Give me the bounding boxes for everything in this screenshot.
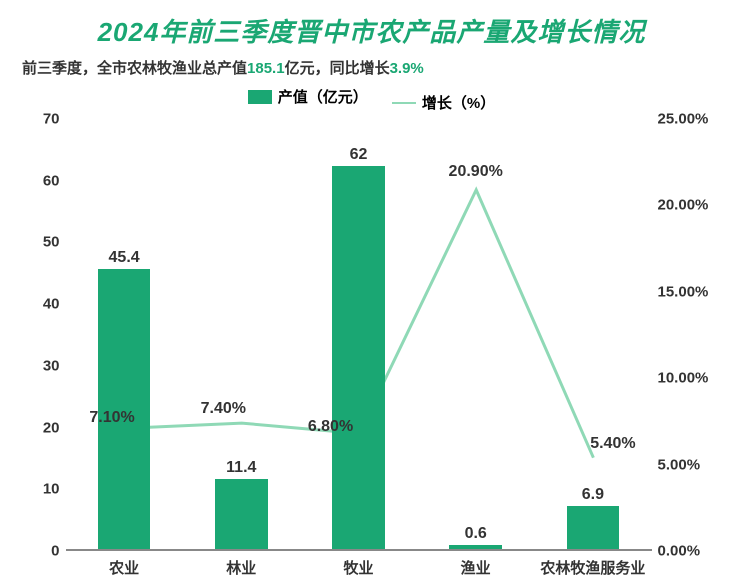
bar-value-label: 62 (350, 146, 368, 164)
y-axis-right: 0.00%5.00%10.00%15.00%20.00%25.00% (652, 119, 722, 579)
plot-area: 45.4 7.10% 11.4 7.40% 62 6.80% 0.6 20.90% 6.9 5.4… (66, 119, 652, 551)
x-category-label: 林业 (226, 557, 256, 578)
ytick-right: 20.00% (658, 197, 709, 214)
ytick-left: 70 (43, 111, 60, 128)
bar-value-label: 11.4 (226, 459, 256, 477)
legend-line-label: 增长（%） (422, 92, 495, 113)
growth-value-label: 7.40% (201, 400, 246, 418)
growth-value-label: 6.80% (308, 418, 353, 436)
growth-value-label: 20.90% (449, 163, 503, 181)
legend-bar-swatch (248, 90, 272, 104)
legend-item-bar: 产值（亿元） (248, 86, 368, 107)
chart-subtitle: 前三季度，全市农林牧渔业总产值185.1亿元，同比增长3.9% (18, 57, 725, 78)
subtitle-prefix: 前三季度，全市农林牧渔业总产值 (22, 60, 247, 77)
growth-value-label: 7.10% (89, 409, 134, 427)
ytick-left: 40 (43, 296, 60, 313)
x-category-label: 牧业 (343, 557, 373, 578)
legend-item-line: 增长（%） (392, 92, 495, 113)
ytick-right: 0.00% (658, 543, 701, 560)
chart-plot-wrap: 010203040506070 0.00%5.00%10.00%15.00%20… (22, 119, 722, 579)
bar-value-label: 0.6 (465, 525, 487, 543)
chart-title: 2024年前三季度晋中市农产品产量及增长情况 (18, 12, 725, 49)
subtitle-growth: 3.9% (390, 60, 424, 77)
ytick-left: 0 (51, 543, 59, 560)
bar (449, 545, 502, 549)
subtitle-unit: 亿元，同比增长 (285, 60, 390, 77)
ytick-right: 15.00% (658, 283, 709, 300)
x-category-label: 渔业 (461, 557, 491, 578)
subtitle-total-value: 185.1 (247, 60, 285, 77)
x-category-label: 农业 (109, 557, 139, 578)
ytick-right: 5.00% (658, 456, 701, 473)
legend-bar-label: 产值（亿元） (278, 86, 368, 107)
ytick-left: 20 (43, 419, 60, 436)
ytick-right: 10.00% (658, 370, 709, 387)
y-axis-left: 010203040506070 (22, 119, 66, 579)
legend-line-swatch (392, 102, 416, 104)
growth-value-label: 5.40% (590, 435, 635, 453)
bar-value-label: 45.4 (109, 249, 140, 267)
bar (332, 166, 385, 549)
bar (567, 506, 620, 549)
x-axis-labels: 农业 林业 牧业 渔业 农林牧渔服务业 (66, 553, 652, 579)
chart-container: 2024年前三季度晋中市农产品产量及增长情况 前三季度，全市农林牧渔业总产值18… (0, 0, 743, 585)
chart-legend: 产值（亿元） 增长（%） (18, 86, 725, 113)
x-category-label: 农林牧渔服务业 (540, 557, 645, 578)
bar-value-label: 6.9 (582, 486, 604, 504)
ytick-left: 60 (43, 172, 60, 189)
ytick-right: 25.00% (658, 111, 709, 128)
ytick-left: 50 (43, 234, 60, 251)
ytick-left: 30 (43, 357, 60, 374)
bar (215, 479, 268, 549)
ytick-left: 10 (43, 481, 60, 498)
